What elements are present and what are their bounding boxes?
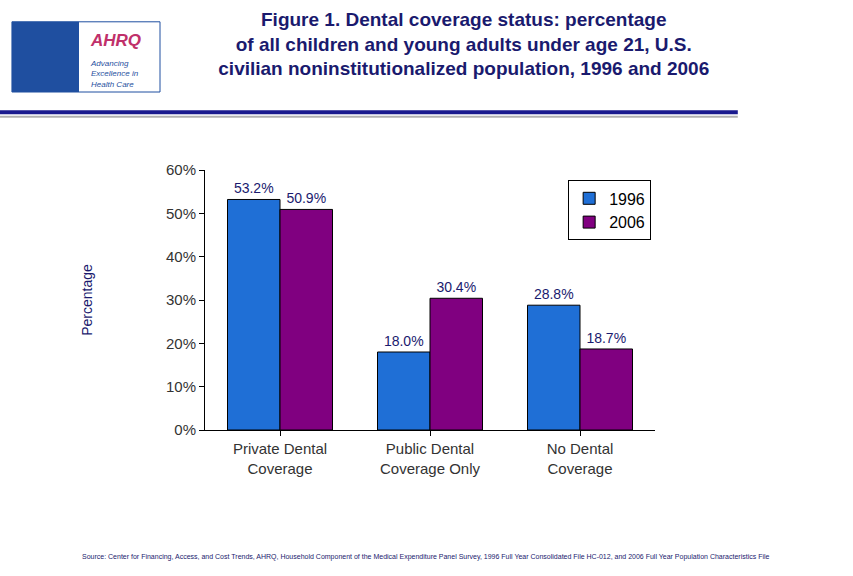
- svg-text:2006: 2006: [609, 214, 645, 231]
- svg-text:30.4%: 30.4%: [436, 279, 476, 295]
- svg-text:28.8%: 28.8%: [534, 286, 574, 302]
- svg-text:53.2%: 53.2%: [234, 180, 274, 196]
- svg-text:AHRQ: AHRQ: [90, 31, 141, 50]
- svg-text:Percentage: Percentage: [79, 264, 95, 336]
- svg-text:0%: 0%: [174, 421, 196, 438]
- svg-text:AdvancingExcellence inHealth C: AdvancingExcellence inHealth Care: [90, 59, 139, 89]
- svg-text:18.7%: 18.7%: [586, 330, 626, 346]
- svg-text:Private DentalCoverage: Private DentalCoverage: [233, 440, 327, 477]
- svg-text:18.0%: 18.0%: [384, 333, 424, 349]
- svg-text:40%: 40%: [166, 248, 196, 265]
- svg-text:50.9%: 50.9%: [286, 190, 326, 206]
- svg-text:1996: 1996: [609, 191, 645, 208]
- svg-text:30%: 30%: [166, 291, 196, 308]
- svg-text:Public DentalCoverage Only: Public DentalCoverage Only: [380, 440, 481, 477]
- svg-text:50%: 50%: [166, 205, 196, 222]
- svg-text:10%: 10%: [166, 378, 196, 395]
- svg-text:Source: Center for Financing,: Source: Center for Financing, Access, an…: [82, 553, 770, 561]
- svg-text:20%: 20%: [166, 335, 196, 352]
- svg-text:60%: 60%: [166, 161, 196, 178]
- svg-text:Figure 1. Dental coverage stat: Figure 1. Dental coverage status: percen…: [218, 9, 709, 79]
- svg-text:No DentalCoverage: No DentalCoverage: [547, 440, 614, 477]
